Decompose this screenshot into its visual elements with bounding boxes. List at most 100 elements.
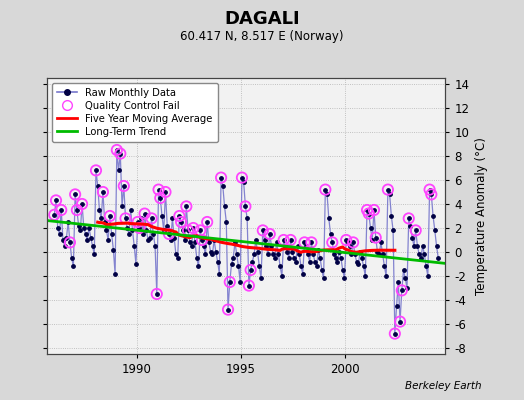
Point [335,249,343,255]
Point [238,174,246,181]
Point [259,227,267,234]
Point [398,287,406,294]
Point [304,251,312,258]
Point [361,273,369,279]
Point [233,251,241,258]
Point [323,191,331,198]
Point [290,255,298,261]
Point [152,291,161,297]
Point [318,267,326,273]
Point [182,203,191,210]
Point [410,243,418,249]
Point [391,330,399,337]
Point [285,255,293,261]
Point [373,249,381,255]
Point [382,273,390,279]
Point [73,207,81,213]
Point [386,191,394,198]
Point [59,237,67,243]
Point [78,201,86,207]
Point [292,258,300,265]
Point [345,243,354,249]
Point [222,219,231,225]
Point [287,237,295,243]
Y-axis label: Temperature Anomaly (°C): Temperature Anomaly (°C) [475,137,488,295]
Point [307,239,315,246]
Point [389,227,397,234]
Point [163,222,171,229]
Point [372,234,380,241]
Point [305,258,314,265]
Point [276,263,285,270]
Point [68,255,76,261]
Point [266,231,274,237]
Point [172,251,180,258]
Point [160,227,168,234]
Point [66,239,74,246]
Point [427,191,435,198]
Point [399,267,408,273]
Point [116,150,125,157]
Point [137,215,145,222]
Point [287,237,295,243]
Point [243,215,252,222]
Point [342,237,351,243]
Point [248,258,257,265]
Point [405,215,413,222]
Point [86,234,95,241]
Point [384,186,392,193]
Point [262,243,270,249]
Point [97,215,105,222]
Point [231,239,239,246]
Point [182,203,191,210]
Point [246,267,255,273]
Point [312,263,321,270]
Point [111,270,119,277]
Point [326,231,335,237]
Point [328,239,336,246]
Point [73,207,81,213]
Point [252,237,260,243]
Point [411,227,420,234]
Point [340,275,348,282]
Point [140,210,149,217]
Point [392,303,401,309]
Point [398,287,406,294]
Point [363,207,371,213]
Point [344,239,352,246]
Point [200,243,208,249]
Point [391,330,399,337]
Point [295,251,303,258]
Point [184,227,192,234]
Point [142,227,150,234]
Point [372,234,380,241]
Point [245,282,253,289]
Point [90,251,99,258]
Point [104,237,112,243]
Point [387,213,396,219]
Legend: Raw Monthly Data, Quality Control Fail, Five Year Moving Average, Long-Term Tren: Raw Monthly Data, Quality Control Fail, … [52,83,217,142]
Point [405,215,413,222]
Point [279,237,288,243]
Point [144,237,152,243]
Point [274,251,282,258]
Point [177,219,185,225]
Point [307,239,315,246]
Point [130,243,138,249]
Point [278,273,286,279]
Point [415,251,423,258]
Point [80,225,88,231]
Point [135,225,144,231]
Point [53,225,62,231]
Point [126,207,135,213]
Point [370,207,378,213]
Point [257,275,265,282]
Point [102,227,111,234]
Point [281,243,290,249]
Point [239,179,248,186]
Point [95,207,104,213]
Point [420,251,429,258]
Point [149,231,158,237]
Point [347,251,356,258]
Point [299,270,307,277]
